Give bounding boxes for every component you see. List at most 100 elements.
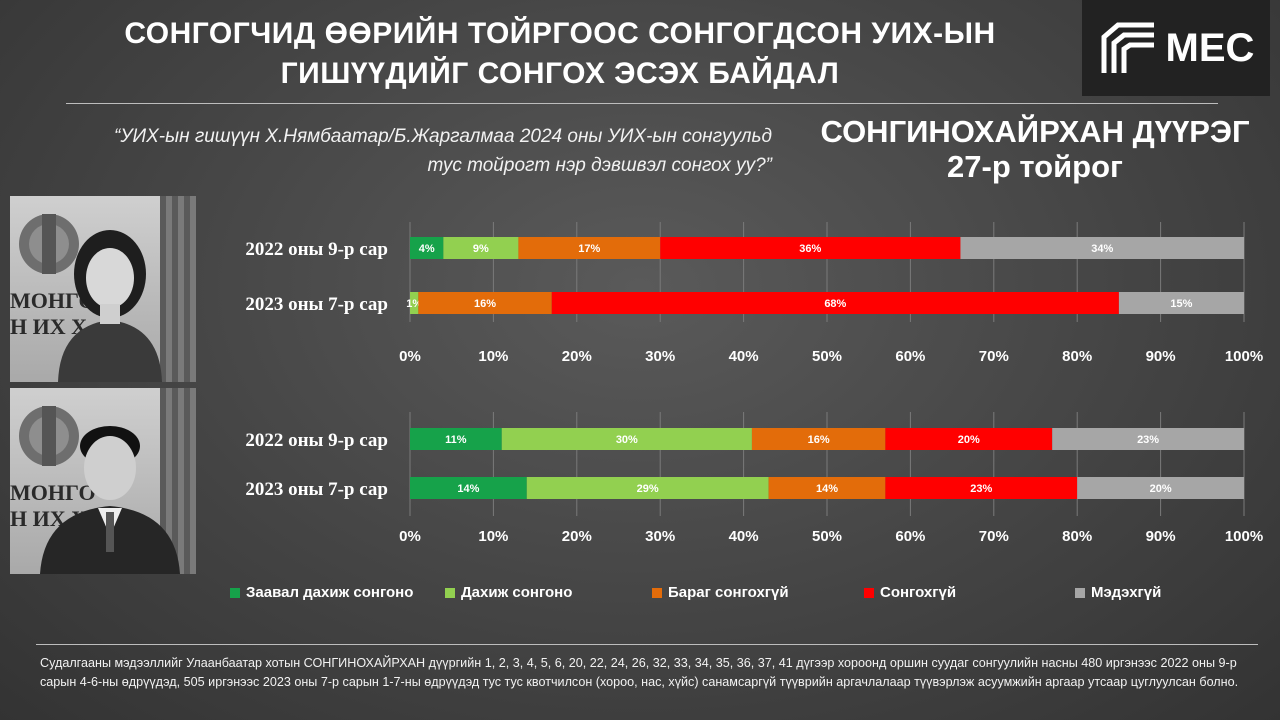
header-divider bbox=[66, 103, 1218, 104]
bar-segment bbox=[885, 428, 1053, 450]
x-tick-label: 10% bbox=[478, 528, 508, 545]
district-name: СОНГИНОХАЙРХАН ДҮҮРЭГ bbox=[820, 114, 1250, 149]
chart-1: 0% 10% 20% 30% 40% 50% 60% 70% 80% 90% 100% 2022 он… bbox=[245, 222, 1263, 365]
person-portrait-icon bbox=[58, 230, 162, 382]
x-tick-label: 10% bbox=[478, 348, 508, 365]
x-tick-label: 100% bbox=[1225, 348, 1263, 365]
x-tick-label: 30% bbox=[645, 528, 675, 545]
x-tick-label: 50% bbox=[812, 528, 842, 545]
bar-segment bbox=[410, 428, 502, 450]
data-label: 34% bbox=[1091, 243, 1113, 255]
category-label: 2022 оны 9-р сар bbox=[245, 430, 388, 451]
footnote: Судалгааны мэдээллийг Улаанбаатар хотын … bbox=[40, 656, 1239, 689]
data-label: 23% bbox=[970, 483, 992, 495]
x-tick-label: 40% bbox=[729, 348, 759, 365]
data-label: 36% bbox=[799, 243, 821, 255]
flag-icon bbox=[160, 196, 196, 382]
data-label: 14% bbox=[457, 483, 479, 495]
data-label: 30% bbox=[616, 434, 638, 446]
data-label: 14% bbox=[816, 483, 838, 495]
x-tick-label: 40% bbox=[729, 528, 759, 545]
question-line-2: тус тойрогт нэр дэвшвэл сонгох уу?” bbox=[427, 155, 772, 176]
legend-item-reelect: Дахиж сонгоно bbox=[445, 584, 572, 601]
x-tick-label: 20% bbox=[562, 348, 592, 365]
x-tick-label: 80% bbox=[1062, 528, 1092, 545]
title-line-2: ГИШҮҮДИЙГ СОНГОХ ЭСЭХ БАЙДАЛ bbox=[280, 57, 840, 90]
category-label: 2022 оны 9-р сар bbox=[245, 239, 388, 260]
bar-segment bbox=[501, 428, 752, 450]
data-label: 16% bbox=[808, 434, 830, 446]
state-emblem-icon bbox=[19, 214, 79, 274]
legend-swatch bbox=[1075, 587, 1085, 598]
page-title: СОНГОГЧИД ӨӨРИЙН ТОЙРГООС СОНГОГДСОН УИХ… bbox=[60, 14, 1060, 94]
x-tick-label: 70% bbox=[979, 528, 1009, 545]
legend-item-hardly-elect: Бараг сонгохгүй bbox=[652, 584, 789, 601]
data-label: 4% bbox=[419, 243, 435, 255]
x-tick-label: 50% bbox=[812, 348, 842, 365]
chart-legend: Заавал дахиж сонгоно Дахиж сонгоно Бараг… bbox=[0, 584, 1280, 604]
logo-text: MEC bbox=[1165, 25, 1255, 70]
data-label: 15% bbox=[1170, 298, 1192, 310]
x-tick-label: 80% bbox=[1062, 348, 1092, 365]
data-label: 20% bbox=[1150, 483, 1172, 495]
x-tick-label: 0% bbox=[399, 528, 421, 545]
bar-segment bbox=[410, 292, 419, 314]
data-label: 1% bbox=[406, 298, 422, 310]
bar-segment bbox=[885, 477, 1078, 499]
x-tick-label: 70% bbox=[979, 348, 1009, 365]
bar-segment bbox=[768, 477, 886, 499]
data-label: 23% bbox=[1137, 434, 1159, 446]
bar-segment bbox=[960, 237, 1244, 259]
legend-item-dont-know: Мэдэхгүй bbox=[1075, 584, 1161, 601]
legend-label: Сонгохгүй bbox=[880, 584, 957, 601]
category-label: 2023 оны 7-р сар bbox=[245, 479, 388, 500]
district-heading: СОНГИНОХАЙРХАН ДҮҮРЭГ 27-р тойрог bbox=[790, 114, 1280, 184]
x-tick-label: 90% bbox=[1146, 348, 1176, 365]
photo-caption-top: МОНГО bbox=[10, 480, 96, 505]
bar-segment bbox=[660, 237, 961, 259]
data-label: 68% bbox=[824, 298, 846, 310]
state-emblem-icon bbox=[19, 406, 79, 466]
legend-item-not-elect: Сонгохгүй bbox=[864, 584, 956, 601]
data-label: 11% bbox=[445, 434, 467, 446]
bar-segment bbox=[1077, 477, 1244, 499]
bar-segment bbox=[1052, 428, 1244, 450]
mec-logo: MEC bbox=[1082, 0, 1270, 96]
photo-jargalmaa: МОНГО Н ИХ Х bbox=[10, 196, 196, 382]
constituency-number: 27-р тойрог bbox=[947, 149, 1123, 184]
chart-2: 0% 10% 20% 30% 40% 50% 60% 70% 80% 90% 100% 2022 он… bbox=[245, 412, 1263, 545]
x-tick-label: 60% bbox=[895, 528, 925, 545]
legend-swatch bbox=[230, 587, 240, 598]
x-tick-label: 100% bbox=[1225, 528, 1263, 545]
question-line-1: “УИХ-ын гишүүн Х.Нямбаатар/Б.Жаргалмаа 2… bbox=[114, 126, 772, 147]
x-tick-label: 60% bbox=[895, 348, 925, 365]
legend-item-must-reelect: Заавал дахиж сонгоно bbox=[230, 584, 413, 601]
data-label: 17% bbox=[578, 243, 600, 255]
legend-swatch bbox=[445, 587, 455, 598]
x-tick-label: 30% bbox=[645, 348, 675, 365]
bar-segment bbox=[410, 477, 527, 499]
legend-label: Мэдэхгүй bbox=[1091, 584, 1162, 601]
bar-segment bbox=[418, 292, 552, 314]
footnote-divider bbox=[36, 644, 1258, 645]
legend-label: Дахиж сонгоно bbox=[461, 584, 573, 601]
title-line-1: СОНГОГЧИД ӨӨРИЙН ТОЙРГООС СОНГОГДСОН УИХ… bbox=[124, 17, 996, 50]
data-label: 20% bbox=[958, 434, 980, 446]
bar-segment bbox=[518, 237, 661, 259]
legend-label: Заавал дахиж сонгоно bbox=[246, 584, 414, 601]
x-tick-label: 20% bbox=[562, 528, 592, 545]
photo-nyambaatar: МОНГО Н ИХ Х bbox=[10, 388, 196, 574]
category-label: 2023 оны 7-р сар bbox=[245, 294, 388, 315]
legend-swatch bbox=[652, 587, 662, 598]
mec-logo-icon bbox=[1101, 22, 1154, 73]
data-label: 9% bbox=[473, 243, 489, 255]
bar-segment bbox=[751, 428, 886, 450]
survey-question: “УИХ-ын гишүүн Х.Нямбаатар/Б.Жаргалмаа 2… bbox=[20, 122, 772, 180]
photo-caption-bottom: Н ИХ Х bbox=[10, 314, 87, 339]
legend-label: Бараг сонгохгүй bbox=[668, 584, 789, 601]
person-portrait-icon bbox=[40, 426, 180, 574]
bar-segment bbox=[526, 477, 769, 499]
data-label: 16% bbox=[474, 298, 496, 310]
bar-segment bbox=[410, 237, 444, 259]
